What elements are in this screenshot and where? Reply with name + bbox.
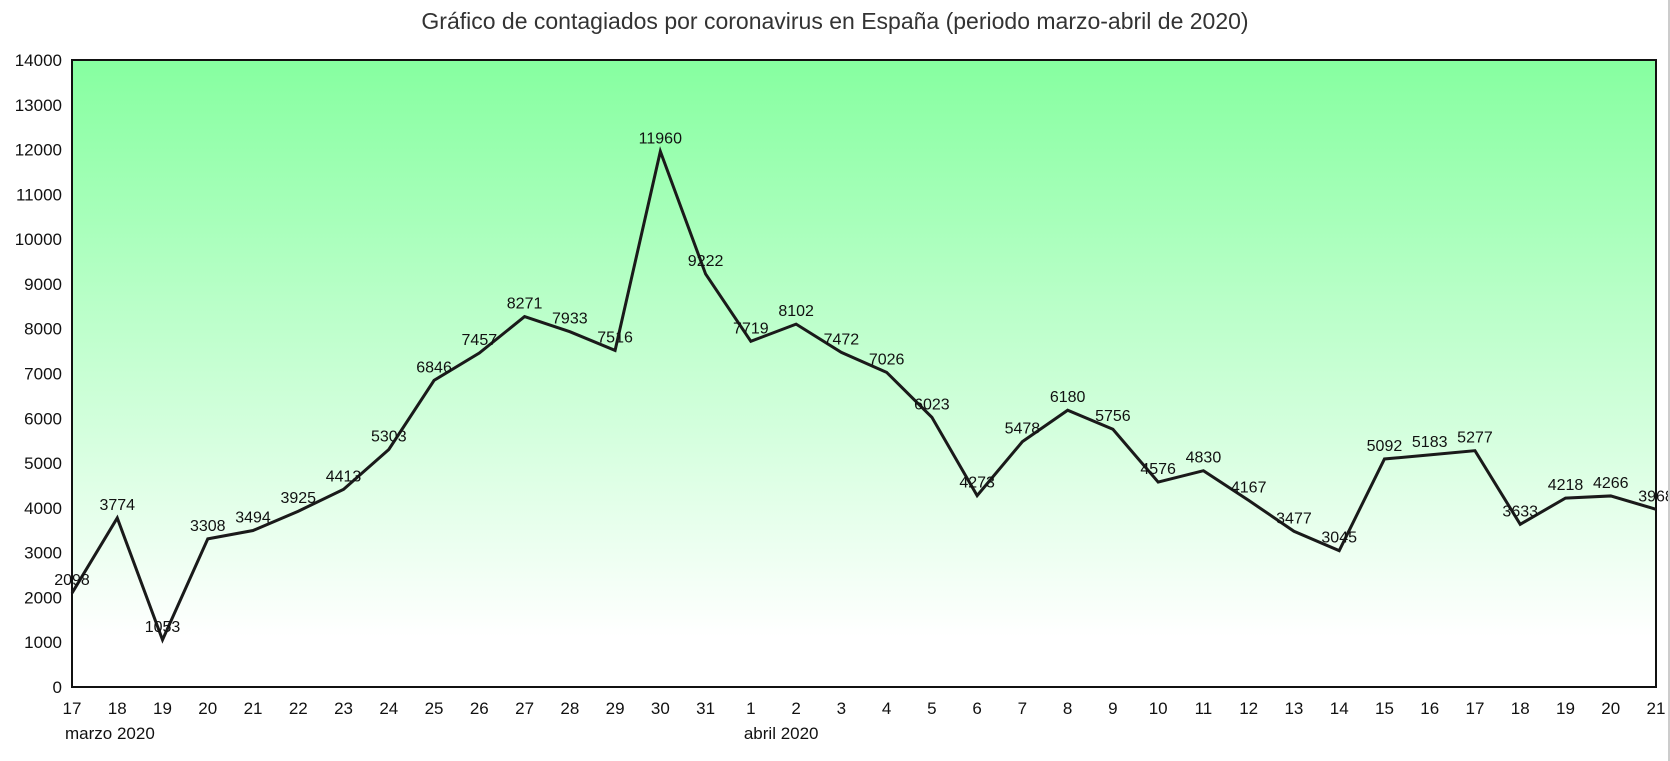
x-tick-label: 13 (1284, 699, 1303, 718)
x-tick-label: 21 (244, 699, 263, 718)
data-label: 5478 (1005, 421, 1041, 438)
y-tick-label: 2000 (24, 588, 62, 607)
x-tick-label: 18 (1511, 699, 1530, 718)
window-edge (1668, 0, 1670, 761)
data-label: 7457 (462, 332, 498, 349)
y-tick-label: 11000 (16, 185, 62, 204)
plot-area (71, 59, 1657, 688)
x-tick-label: 27 (515, 699, 534, 718)
x-tick-label: 10 (1149, 699, 1168, 718)
data-label: 4576 (1140, 461, 1176, 478)
data-label: 8102 (778, 303, 814, 320)
data-label: 5183 (1412, 434, 1448, 451)
data-label: 5277 (1457, 430, 1493, 447)
x-tick-label: 30 (651, 699, 670, 718)
x-tick-label: 15 (1375, 699, 1394, 718)
y-tick-label: 4000 (24, 499, 62, 518)
x-tick-label: 26 (470, 699, 489, 718)
x-tick-label: 8 (1063, 699, 1072, 718)
x-tick-label: 19 (1556, 699, 1575, 718)
data-label: 8271 (507, 296, 543, 313)
data-label: 9222 (688, 253, 724, 270)
data-label: 3774 (99, 497, 135, 514)
y-tick-label: 10000 (15, 230, 62, 249)
x-tick-label: 31 (696, 699, 715, 718)
data-label: 6180 (1050, 389, 1086, 406)
x-tick-label: 12 (1239, 699, 1258, 718)
data-label: 7719 (733, 320, 769, 337)
x-tick-label: 7 (1018, 699, 1027, 718)
month-label: abril 2020 (744, 724, 819, 743)
x-tick-label: 29 (606, 699, 625, 718)
y-tick-label: 1000 (24, 633, 62, 652)
y-tick-label: 5000 (24, 454, 62, 473)
chart-title: Gráfico de contagiados por coronavirus e… (421, 8, 1249, 34)
x-tick-label: 20 (198, 699, 217, 718)
y-tick-label: 0 (53, 678, 62, 697)
x-tick-label: 9 (1108, 699, 1117, 718)
x-tick-label: 3 (837, 699, 846, 718)
y-tick-label: 13000 (15, 96, 62, 115)
x-tick-label: 22 (289, 699, 308, 718)
y-tick-label: 3000 (24, 544, 62, 563)
data-label: 7472 (824, 331, 860, 348)
x-tick-label: 1 (746, 699, 755, 718)
y-tick-label: 12000 (15, 141, 62, 160)
data-label: 4266 (1593, 475, 1629, 492)
data-label: 5303 (371, 429, 407, 446)
month-label: marzo 2020 (65, 724, 155, 743)
data-label: 1053 (145, 619, 181, 636)
y-tick-label: 14000 (15, 51, 62, 70)
data-label: 3925 (280, 490, 316, 507)
x-tick-label: 2 (791, 699, 800, 718)
data-label: 4830 (1186, 450, 1222, 467)
data-label: 3633 (1502, 503, 1538, 520)
x-tick-label: 24 (379, 699, 398, 718)
data-label: 4413 (326, 468, 362, 485)
y-tick-label: 7000 (24, 365, 62, 384)
x-tick-label: 17 (63, 699, 82, 718)
data-label: 7516 (597, 329, 633, 346)
data-label: 3045 (1321, 530, 1357, 547)
x-tick-label: 20 (1601, 699, 1620, 718)
data-label: 7026 (869, 351, 905, 368)
x-tick-label: 5 (927, 699, 936, 718)
x-tick-label: 6 (972, 699, 981, 718)
data-label: 2098 (54, 572, 90, 589)
x-tick-label: 28 (560, 699, 579, 718)
y-tick-label: 6000 (24, 409, 62, 428)
data-label: 5756 (1095, 408, 1131, 425)
y-tick-label: 9000 (24, 275, 62, 294)
y-tick-label: 8000 (24, 320, 62, 339)
x-tick-label: 19 (153, 699, 172, 718)
data-label: 11960 (639, 130, 682, 147)
series-line (70, 146, 1657, 644)
data-label: 3494 (235, 510, 271, 527)
data-label: 3477 (1276, 510, 1312, 527)
x-tick-label: 17 (1466, 699, 1485, 718)
x-tick-label: 21 (1647, 699, 1666, 718)
x-tick-label: 18 (108, 699, 127, 718)
x-tick-label: 14 (1330, 699, 1349, 718)
data-label: 6846 (416, 359, 452, 376)
data-label: 3308 (190, 518, 226, 535)
x-tick-label: 11 (1195, 699, 1213, 718)
x-tick-label: 4 (882, 699, 891, 718)
data-label: 4273 (959, 475, 995, 492)
data-label: 4218 (1548, 477, 1584, 494)
data-label: 5092 (1367, 438, 1403, 455)
data-label: 4167 (1231, 479, 1267, 496)
data-label: 6023 (914, 396, 950, 413)
data-label: 7933 (552, 311, 588, 328)
data-label: 3968 (1638, 488, 1670, 505)
x-tick-label: 16 (1420, 699, 1439, 718)
x-tick-label: 23 (334, 699, 353, 718)
x-tick-label: 25 (425, 699, 444, 718)
